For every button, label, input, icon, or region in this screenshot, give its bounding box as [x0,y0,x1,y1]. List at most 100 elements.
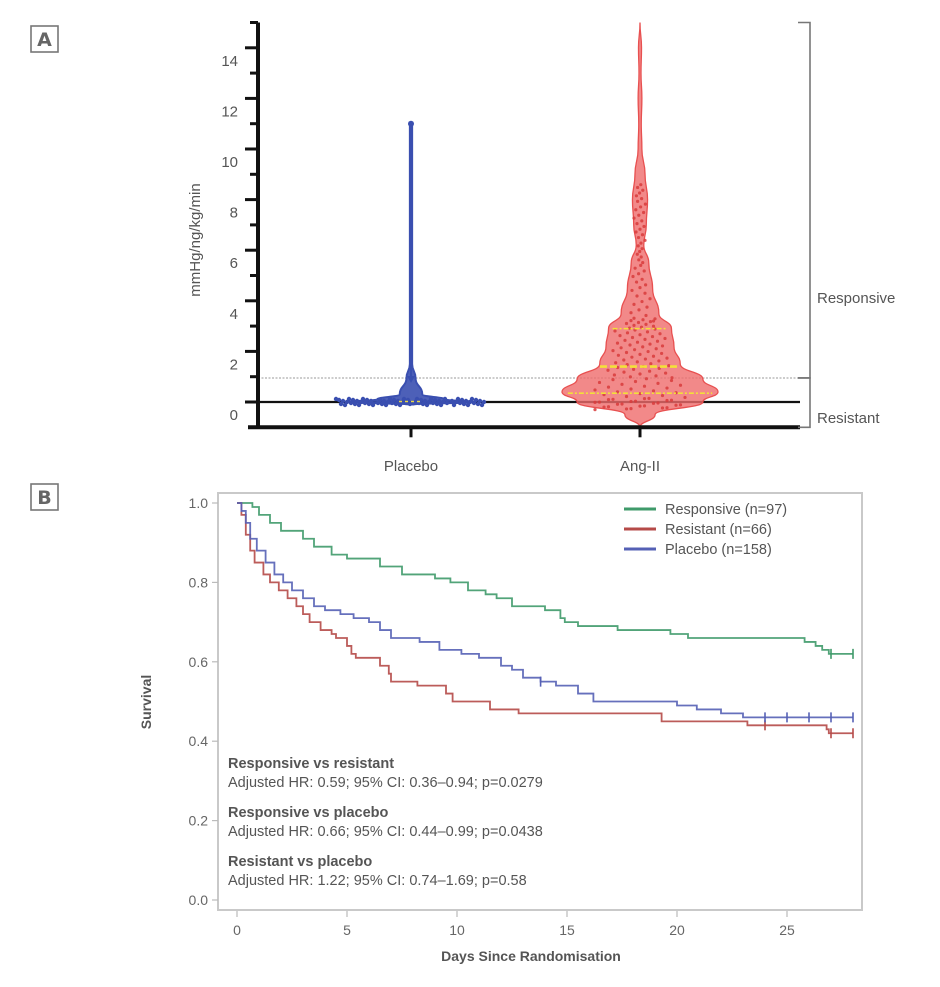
data-point [644,322,648,327]
data-point [624,350,629,355]
data-point [602,405,606,409]
data-point [407,401,413,407]
data-point [624,394,629,399]
y-tick-label: 0.0 [189,892,209,908]
survival-curves [237,502,854,739]
x-tick-label: 15 [559,922,575,938]
data-point [611,378,615,382]
data-point [632,216,636,220]
data-point [606,368,610,372]
data-point [658,332,662,336]
bracket-label-resistant: Resistant [817,410,880,427]
data-point [633,399,638,403]
data-point [635,340,640,344]
data-point [629,407,633,411]
data-point [678,383,683,387]
data-point [664,371,668,375]
data-point [645,305,649,309]
data-point [665,356,669,360]
data-point [648,342,652,346]
data-point [640,247,644,251]
data-point [606,405,611,409]
data-point [624,407,629,411]
x-tick-label: 20 [669,922,685,938]
data-point [383,402,389,408]
data-point [630,288,634,293]
data-point [362,400,368,406]
data-point [669,378,674,383]
axes-b: 0.0 0.2 0.4 0.6 0.8 1.0 0 5 10 15 20 25 [189,495,795,938]
data-point [638,249,642,254]
data-point [635,222,639,226]
data-point [338,401,344,407]
data-point [625,331,630,335]
data-point [667,363,671,368]
data-point [614,361,618,365]
data-point [660,344,665,348]
data-point [620,402,624,406]
data-point [639,205,643,209]
data-point [635,294,639,298]
data-point [648,369,652,373]
data-point [457,400,463,406]
data-point [628,343,632,347]
data-point [638,392,642,396]
y-tick-label: 12 [221,103,238,120]
data-point [654,347,658,351]
data-point [643,357,648,361]
data-point [620,382,624,386]
data-point [642,404,647,408]
data-point [637,213,641,217]
data-point [593,407,597,412]
data-point [632,316,636,320]
data-point [597,400,602,404]
data-point [619,346,623,350]
annotation-title: Responsive vs resistant [228,756,394,772]
data-point [644,313,648,318]
data-point [430,400,436,406]
data-point [370,402,376,408]
data-point [678,403,683,407]
data-point [629,311,633,315]
data-point [628,375,633,379]
legend: Responsive (n=97) Resistant (n=66) Placebo… [624,502,787,558]
data-point [642,224,646,229]
data-point [593,400,597,404]
data-point [593,388,597,392]
data-point [375,400,381,406]
data-point [674,403,678,407]
category-label-placebo: Placebo [384,458,438,475]
data-point [444,400,450,406]
km-curve-responsive [237,502,853,655]
data-point [651,401,656,405]
annotation-text: Adjusted HR: 1.22; 95% CI: 0.74–1.69; p=… [228,873,527,889]
data-point [629,399,633,404]
legend-label: Placebo (n=158) [665,542,772,558]
x-tick-label: 25 [779,922,795,938]
data-point [606,397,611,402]
data-point [630,355,634,359]
data-point [651,389,656,393]
data-point [634,230,638,234]
data-point [424,402,430,408]
data-point [643,337,647,341]
data-point [630,335,635,340]
data-point [648,297,652,301]
data-point [633,379,638,384]
data-point [655,339,660,343]
data-point [393,401,399,407]
data-point [640,219,644,223]
data-point [627,326,632,330]
y-tick-label: 10 [221,154,238,171]
data-point [639,241,643,245]
data-point [636,235,641,240]
data-point [616,353,621,357]
data-point [663,336,667,341]
data-point [665,406,669,410]
data-point [636,244,640,248]
data-point [366,401,372,407]
data-point [622,370,626,374]
y-tick-label: 0 [230,407,238,424]
data-point [633,348,637,352]
